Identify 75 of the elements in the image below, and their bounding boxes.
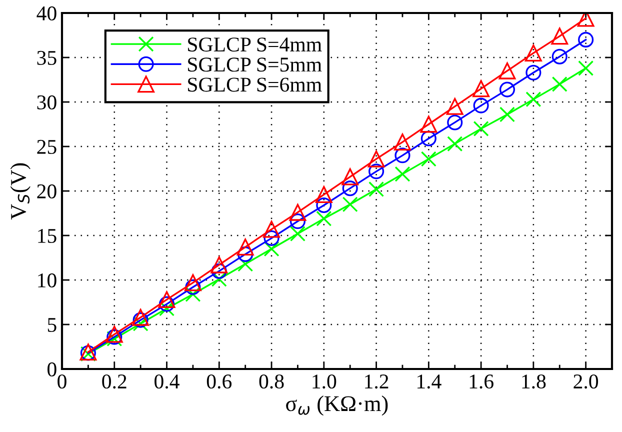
point <box>106 326 123 343</box>
y-axis-title: V$_{S}$(V) <box>10 163 30 220</box>
point <box>290 213 306 230</box>
point <box>132 312 148 328</box>
point <box>211 263 227 279</box>
legend-label: SGLCP S=5mm <box>188 58 322 72</box>
point <box>368 150 385 168</box>
y-tick-label: 25 <box>37 140 56 154</box>
x-tick-label: 0.4 <box>154 374 180 389</box>
y-tick-label: 20 <box>37 184 56 198</box>
point <box>264 230 280 246</box>
x-tick-label: 0.6 <box>206 374 232 389</box>
point <box>132 308 150 326</box>
point <box>264 241 280 257</box>
x-axis-title: σ$_{ω}$ (KΩ·m) <box>286 396 388 416</box>
point <box>236 238 254 256</box>
y-tick-label: 15 <box>38 228 56 243</box>
point <box>551 28 568 45</box>
point <box>420 151 436 167</box>
point <box>472 80 490 98</box>
point <box>185 286 201 302</box>
point <box>158 291 176 308</box>
point <box>526 92 542 108</box>
point <box>184 274 202 292</box>
x-tick-label: 0.2 <box>102 374 126 389</box>
y-tick-label: 5 <box>48 318 56 332</box>
point <box>368 181 384 197</box>
point <box>394 134 411 151</box>
point <box>446 98 464 115</box>
y-tick-label: 10 <box>38 273 56 288</box>
x-tick-label: 1.0 <box>312 374 336 389</box>
x-tick-label: 1.4 <box>417 374 442 389</box>
point <box>447 136 463 152</box>
point <box>526 64 542 80</box>
point <box>578 32 594 48</box>
point <box>473 98 489 114</box>
point <box>342 180 358 196</box>
x-tick-label: 1.8 <box>522 374 546 389</box>
point <box>289 204 306 221</box>
point <box>394 166 410 182</box>
point <box>552 76 568 92</box>
point <box>238 246 254 262</box>
point <box>498 62 516 80</box>
point <box>263 220 280 238</box>
legend-label: SGLCP S=6mm <box>188 78 322 92</box>
point <box>524 44 542 62</box>
point <box>185 279 201 295</box>
point <box>394 148 410 164</box>
point <box>342 168 359 186</box>
point <box>420 130 436 146</box>
legend-label: SGLCP S=4mm <box>188 38 322 52</box>
point <box>578 60 594 76</box>
y-tick-label: 30 <box>37 95 56 110</box>
y-tick-label: 35 <box>37 50 56 65</box>
point <box>368 164 384 180</box>
point <box>290 226 306 242</box>
x-tick-label: 1.2 <box>365 374 388 389</box>
point <box>316 197 332 214</box>
point <box>342 196 358 212</box>
point <box>315 186 332 204</box>
point <box>499 82 516 98</box>
x-tick-label: 2.0 <box>574 374 598 389</box>
x-tick-label: 0 <box>58 374 66 389</box>
y-tick-label: 40 <box>36 6 56 20</box>
y-tick-label: 0 <box>48 362 56 376</box>
point <box>210 256 228 274</box>
x-tick-label: 1.6 <box>470 374 494 389</box>
point <box>473 120 489 136</box>
point <box>158 296 175 312</box>
x-tick-label: 0.8 <box>259 374 284 389</box>
point <box>420 116 438 133</box>
point <box>552 48 568 64</box>
point <box>447 114 463 130</box>
point <box>499 106 516 122</box>
point <box>132 316 148 332</box>
